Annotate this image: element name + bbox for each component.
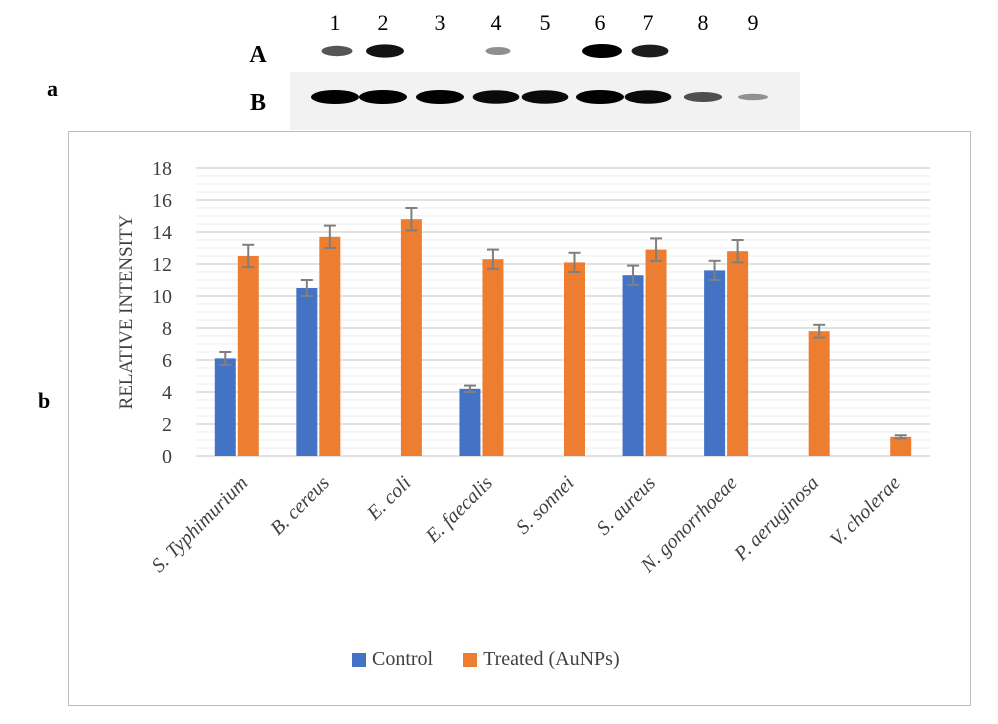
y-tick-label: 18 [152,158,172,180]
lane-number: 1 [330,10,341,35]
bar-treated [319,236,341,456]
lane-number: 6 [595,10,606,35]
panel-b-label: b [38,388,51,413]
bar-treated [564,262,585,456]
x-tick-label: E. coli [362,472,415,525]
bar-control [459,388,481,456]
lane-number: 9 [748,10,759,35]
legend-item-control: Control [352,648,433,671]
lane-number: 4 [491,10,502,35]
legend-swatch-control [352,652,366,667]
blot-band-b [738,93,768,101]
x-tick-label: S. Typhimurium [147,472,252,577]
y-axis-label: RELATIVE INTENSITY [116,214,137,409]
blot-band-b [576,90,624,104]
bar-treated [237,256,259,456]
bar-treated [645,249,667,456]
bar-control [622,275,644,456]
x-tick-label: P. aeruginosa [729,472,823,566]
lane-number: 2 [378,10,389,35]
blot-band-a [321,45,353,57]
y-tick-label: 10 [152,286,172,308]
panel-a-label: a [47,76,58,101]
bar-treated [808,331,830,456]
lane-number: 8 [698,10,709,35]
lane-number: 7 [643,10,654,35]
blot-band-a [366,44,404,58]
lane-number: 5 [540,10,551,35]
legend-label-control: Control [372,648,434,670]
blot-band-b [683,92,723,102]
blot-band-a [582,44,622,58]
blot-band-b [521,90,569,104]
y-tick-label: 16 [152,190,172,212]
bar-treated [727,251,749,456]
lane-number: 3 [435,10,446,35]
x-tick-label: E. faecalis [421,472,497,548]
bar-control [214,358,236,456]
blot-band-a [485,47,511,55]
legend-label-treated: Treated (AuNPs) [483,648,620,670]
legend-swatch-treated [463,652,478,667]
y-tick-label: 2 [162,414,172,436]
chart-legend: Control Treated (AuNPs) [352,648,620,671]
blot-band-b [311,90,359,104]
blot-band-b [624,90,672,104]
blot-band-a [631,44,669,58]
blot-row-label: A [249,42,267,68]
y-tick-label: 6 [162,350,172,372]
blot-row-label: B [250,90,266,116]
blot-band-b [472,90,520,104]
y-tick-label: 4 [162,382,172,404]
x-tick-label: B. cereus [266,472,334,540]
legend-item-treated: Treated (AuNPs) [463,648,620,671]
y-tick-label: 14 [152,222,172,244]
bar-control [296,288,318,456]
y-tick-label: 0 [162,446,172,468]
blot-band-b [416,90,464,104]
bar-treated [890,436,912,456]
western-blot-image: 1 2 3 4 5 6 7 8 9 AB [249,10,800,130]
y-tick-label: 12 [152,254,172,276]
x-tick-label: S. sonnei [512,472,579,539]
x-tick-label: V. cholerae [826,472,905,551]
bar-control [704,270,726,456]
blot-band-b [359,90,407,104]
bar-treated [482,259,504,456]
bar-treated [400,219,422,456]
x-tick-label: S. aureus [592,472,660,540]
y-tick-label: 8 [162,318,172,340]
